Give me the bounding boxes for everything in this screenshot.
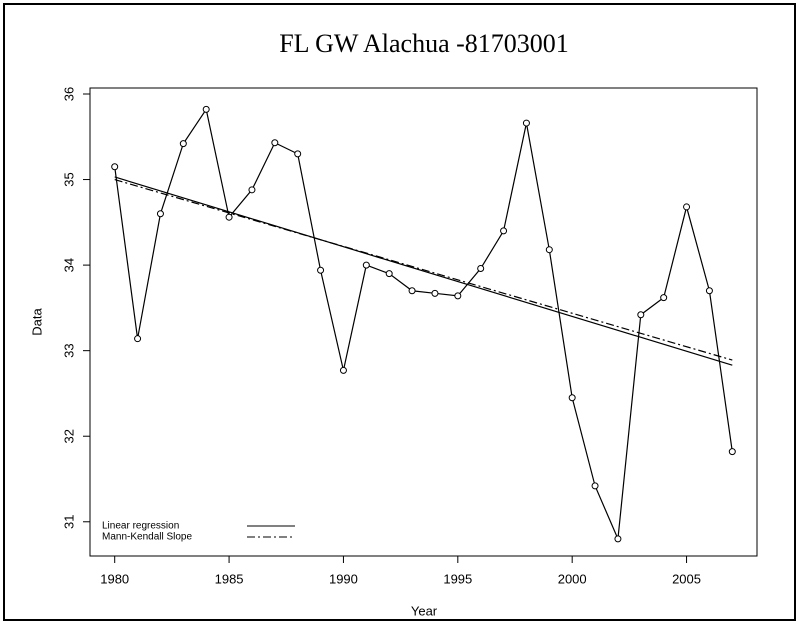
data-point xyxy=(568,394,576,402)
data-point xyxy=(385,270,393,278)
data-point xyxy=(225,213,233,221)
data-point xyxy=(500,227,508,235)
x-tick-label: 1980 xyxy=(100,571,129,586)
data-point xyxy=(362,261,370,269)
y-axis-label: Data xyxy=(29,308,44,336)
data-point xyxy=(454,292,462,300)
data-point xyxy=(591,482,599,490)
legend-label: Mann-Kendall Slope xyxy=(102,532,192,543)
trend-line xyxy=(114,176,733,366)
y-tick-label: 34 xyxy=(61,258,76,272)
x-tick-label: 1990 xyxy=(329,571,358,586)
data-point xyxy=(339,366,347,374)
data-point xyxy=(111,163,119,171)
data-point xyxy=(545,246,553,254)
data-point xyxy=(179,140,187,148)
data-point xyxy=(637,311,645,319)
x-tick-label: 1985 xyxy=(215,571,244,586)
data-point xyxy=(202,105,210,113)
x-tick-label: 2000 xyxy=(558,571,587,586)
data-point xyxy=(431,289,439,297)
y-tick-label: 36 xyxy=(61,87,76,101)
data-point xyxy=(522,119,530,127)
data-point xyxy=(408,287,416,295)
data-point xyxy=(271,139,279,147)
data-line xyxy=(114,107,733,542)
y-tick-label: 33 xyxy=(61,343,76,357)
data-point xyxy=(614,535,622,543)
data-point xyxy=(477,265,485,273)
data-point xyxy=(134,335,142,343)
data-point xyxy=(317,266,325,274)
data-point xyxy=(156,210,164,218)
data-point xyxy=(660,294,668,302)
outer-frame xyxy=(3,3,796,621)
plot-frame xyxy=(89,87,758,557)
data-point xyxy=(728,448,736,456)
data-point xyxy=(683,203,691,211)
legend-label: Linear regression xyxy=(102,521,179,532)
x-axis-label: Year xyxy=(411,603,438,618)
x-tick-label: 2005 xyxy=(672,571,701,586)
data-point xyxy=(294,150,302,158)
trend-line xyxy=(114,178,733,361)
y-tick-label: 32 xyxy=(61,429,76,443)
x-tick-label: 1995 xyxy=(443,571,472,586)
data-point xyxy=(705,287,713,295)
y-tick-label: 35 xyxy=(61,172,76,186)
y-tick-label: 31 xyxy=(61,515,76,529)
chart-title: FL GW Alachua -81703001 xyxy=(279,29,569,58)
data-point xyxy=(248,186,256,194)
